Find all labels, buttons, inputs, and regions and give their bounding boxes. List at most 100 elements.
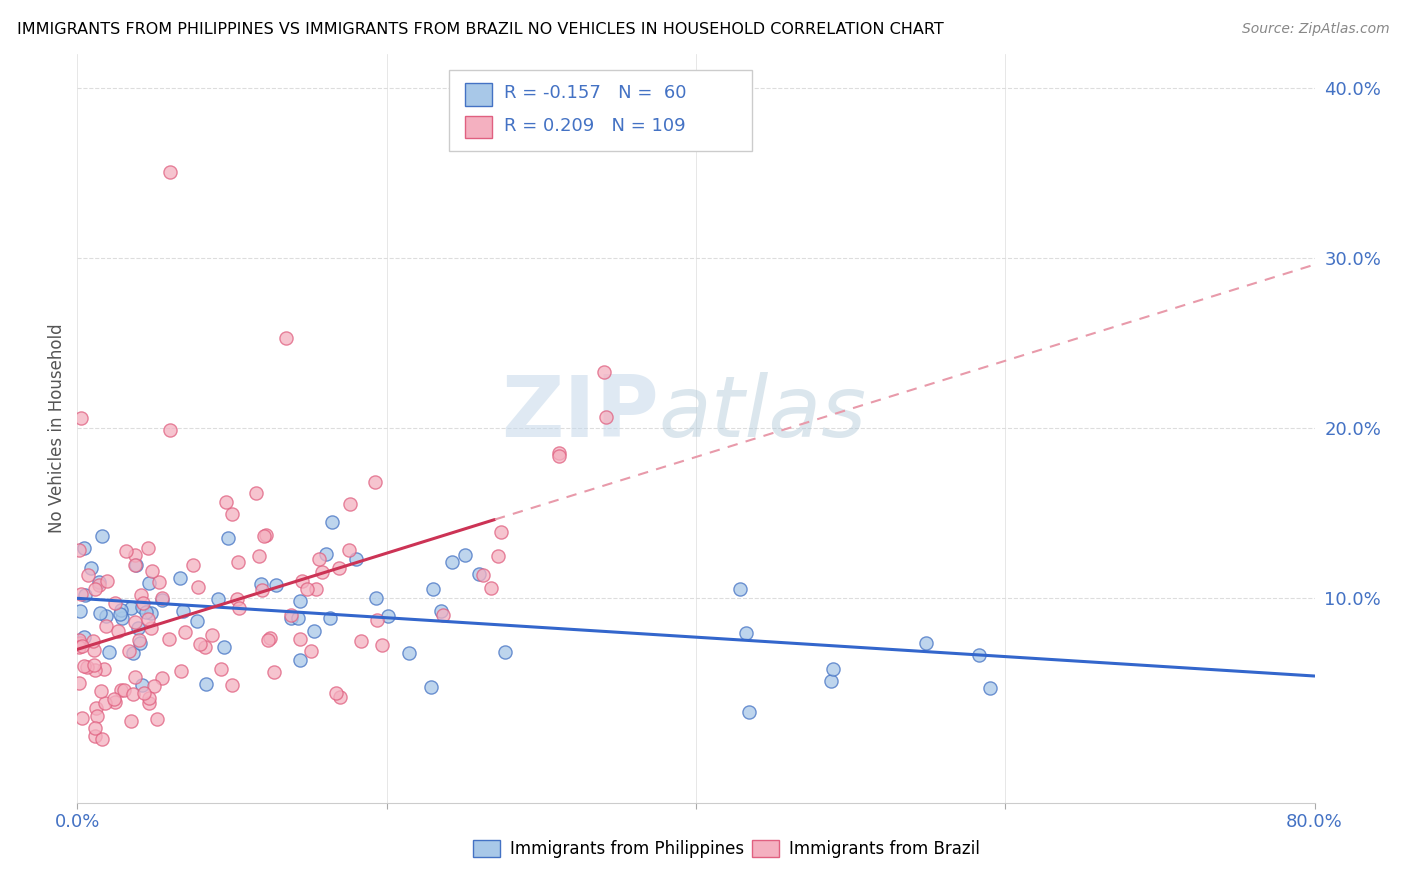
Point [73,630,96,644]
Point [97,645,120,659]
Point [104,596,127,610]
Point [83,642,105,657]
Point [547,446,569,460]
Text: R = -0.157   N =  60: R = -0.157 N = 60 [505,84,686,103]
Point [371,638,394,652]
Bar [464,84,492,106]
Point [96,609,118,624]
Point [422,582,444,596]
Point [467,567,489,582]
Point [430,603,453,617]
Point [83,729,105,743]
Point [328,690,350,704]
Point [103,691,125,706]
Point [169,572,191,586]
Point [245,486,267,500]
Point [280,607,302,622]
Point [479,581,502,595]
Point [170,664,193,678]
Point [366,613,388,627]
Point [67,640,90,655]
Point [299,644,322,658]
Point [735,626,758,640]
Point [398,646,420,660]
Point [187,580,209,594]
Point [821,662,844,676]
Point [141,564,163,578]
Point [491,524,513,539]
Point [134,686,156,700]
Bar [474,840,501,856]
Point [311,565,333,579]
Point [67,543,90,558]
Point [967,648,990,662]
Point [295,582,318,596]
Point [89,578,111,592]
Point [70,587,93,601]
Point [308,552,330,566]
Point [79,561,101,575]
Point [107,624,129,638]
Point [87,575,110,590]
Point [159,164,181,178]
Point [263,665,285,680]
Point [328,561,350,575]
Point [228,601,250,615]
Point [124,558,146,572]
Point [288,594,311,608]
Point [915,636,938,650]
Point [69,636,91,650]
Point [287,611,309,625]
Point [93,662,115,676]
Point [124,670,146,684]
Point [145,712,167,726]
Point [83,658,105,673]
Point [73,541,96,556]
Point [214,640,236,654]
Point [125,558,148,572]
Point [440,555,463,569]
Text: IMMIGRANTS FROM PHILIPPINES VS IMMIGRANTS FROM BRAZIL NO VEHICLES IN HOUSEHOLD C: IMMIGRANTS FROM PHILIPPINES VS IMMIGRANT… [17,22,943,37]
Point [67,632,90,647]
Point [363,475,385,489]
Point [112,682,135,697]
Point [195,677,218,691]
Point [139,606,162,620]
Point [111,611,134,625]
Point [104,695,127,709]
Point [150,671,173,685]
Point [209,662,232,676]
Point [420,680,443,694]
Point [131,677,153,691]
Point [70,640,93,654]
Point [215,494,238,508]
Point [124,615,146,629]
Point [84,582,107,596]
Point [152,593,174,607]
Point [217,531,239,545]
Point [131,600,153,615]
Point [979,681,1001,696]
Point [364,591,387,606]
Point [84,701,107,715]
Point [138,696,160,710]
Point [226,592,249,607]
Point [159,423,181,437]
Point [135,605,157,619]
Point [221,678,243,692]
Point [120,714,142,728]
Point [321,515,343,529]
Point [108,607,131,622]
Point [89,606,111,620]
Point [86,709,108,723]
Point [124,548,146,562]
Point [350,634,373,648]
Point [127,621,149,635]
Y-axis label: No Vehicles in Household: No Vehicles in Household [48,323,66,533]
Text: Source: ZipAtlas.com: Source: ZipAtlas.com [1241,22,1389,37]
Point [595,410,617,425]
Point [472,568,495,582]
Point [83,722,105,736]
Point [188,637,211,651]
Point [186,614,208,628]
